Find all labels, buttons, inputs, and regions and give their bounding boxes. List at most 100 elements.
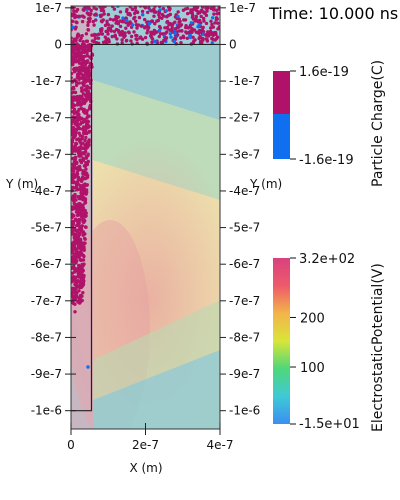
- y-tick-label-right: 1e-7: [229, 1, 256, 15]
- particle: [162, 38, 166, 43]
- particle: [212, 31, 216, 35]
- particle: [76, 175, 81, 180]
- particle: [169, 35, 173, 39]
- particle: [72, 98, 76, 102]
- particle: [202, 19, 206, 23]
- particle: [81, 8, 86, 12]
- particle: [90, 39, 95, 43]
- particle: [120, 41, 124, 45]
- particle: [79, 137, 83, 142]
- particle: [202, 11, 206, 15]
- particle: [173, 20, 177, 24]
- particle: [124, 39, 129, 43]
- particle: [133, 6, 138, 10]
- y-tick-label-right: -5e-7: [229, 221, 260, 235]
- particle: [91, 19, 95, 24]
- particle: [97, 32, 101, 36]
- particle: [82, 107, 86, 112]
- particle: [149, 9, 153, 13]
- potential-colorbar: 100 200 3.2e+02 -1.5e+01 ElectrostaticPot…: [273, 252, 386, 432]
- particle: [80, 262, 84, 267]
- particle: [164, 36, 169, 40]
- y-tick-label-right: -8e-7: [229, 330, 260, 344]
- particle: [170, 23, 174, 28]
- x-tick-label: 0: [67, 438, 75, 452]
- particle: [86, 365, 90, 369]
- particle: [121, 16, 125, 20]
- particle: [73, 258, 78, 263]
- particle: [76, 165, 80, 169]
- particle: [146, 10, 150, 15]
- particle: [114, 21, 118, 25]
- particle: [72, 232, 77, 236]
- particle: [77, 300, 81, 305]
- particle: [113, 34, 118, 39]
- particle: [71, 128, 75, 132]
- particle: [81, 75, 85, 79]
- particle: [99, 8, 104, 13]
- particle: [105, 29, 110, 33]
- particle: [192, 28, 197, 32]
- particle: [83, 145, 88, 150]
- particle: [76, 32, 80, 36]
- particle: [194, 30, 198, 34]
- particle: [84, 171, 89, 175]
- particle: [73, 283, 77, 287]
- particle: [78, 167, 82, 172]
- particle: [81, 177, 85, 181]
- particle: [94, 41, 99, 45]
- particle: [71, 280, 74, 284]
- particle: [149, 31, 153, 35]
- particle: [188, 33, 192, 38]
- particle: [182, 35, 186, 40]
- particle: [83, 62, 88, 67]
- particle: [139, 24, 144, 28]
- particle: [208, 29, 213, 34]
- particle: [73, 51, 78, 56]
- particle: [177, 23, 181, 28]
- axes: 1e-7 1e-7 0 0 -1e-7 -1e-7 -2e-7 -2e-7 -3e-7 -3e-7…: [31, 1, 261, 452]
- particle: [71, 223, 75, 227]
- particle: [143, 25, 147, 29]
- particle: [161, 32, 165, 36]
- particle: [124, 9, 129, 14]
- particle: [71, 138, 74, 142]
- particle: [185, 36, 189, 40]
- particle: [158, 32, 163, 36]
- particle: [129, 34, 134, 39]
- particle: [76, 246, 80, 250]
- particle: [76, 219, 80, 223]
- particle: [84, 225, 88, 229]
- particle: [77, 150, 81, 154]
- particle: [74, 79, 78, 83]
- particle: [75, 188, 79, 192]
- particle: [96, 36, 101, 40]
- particle: [178, 19, 182, 24]
- particle: [79, 258, 84, 262]
- particle: [88, 13, 92, 17]
- particle: [71, 87, 74, 91]
- y-tick-label-right: -4e-7: [229, 184, 260, 198]
- particle: [73, 13, 77, 17]
- particle: [108, 26, 113, 31]
- potential-tick-label: 100: [300, 361, 325, 376]
- particle: [81, 277, 85, 282]
- particle: [138, 36, 142, 40]
- particle: [81, 56, 85, 60]
- particle: [85, 109, 89, 113]
- y-tick-label-left: -1e-7: [31, 74, 62, 88]
- y-tick-label-right: -1e-6: [229, 404, 260, 418]
- particle: [80, 205, 84, 209]
- particle: [81, 269, 85, 273]
- electrode-outline: [71, 43, 220, 412]
- particle: [193, 38, 197, 42]
- particle: [92, 6, 96, 10]
- particle: [72, 163, 76, 168]
- particle: [216, 21, 220, 25]
- particle: [126, 30, 131, 34]
- particle: [79, 190, 84, 194]
- particle: [76, 98, 81, 103]
- particle: [83, 199, 88, 203]
- particle: [133, 11, 137, 16]
